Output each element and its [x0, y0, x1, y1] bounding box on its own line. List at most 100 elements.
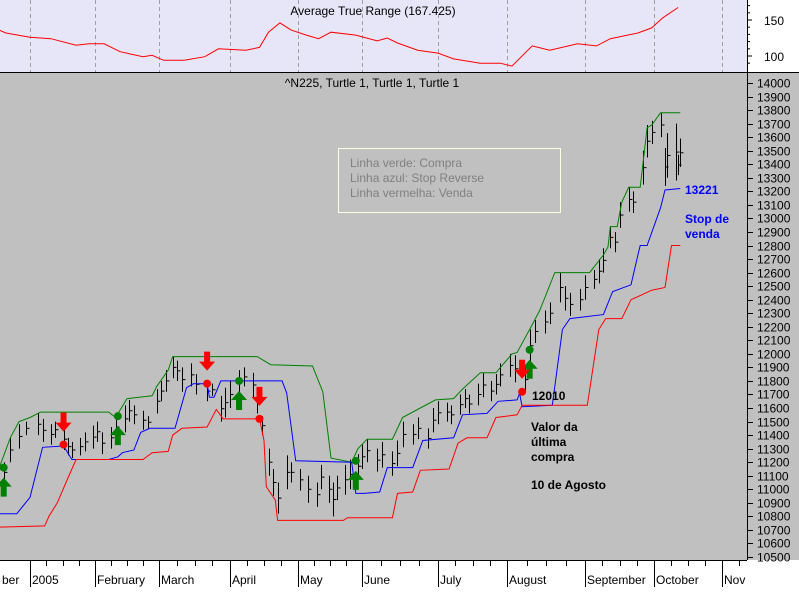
x-axis-bg	[0, 560, 799, 587]
sell-arrow-down-icon	[55, 412, 72, 432]
last-buy-date: 10 de Agosto	[531, 478, 606, 492]
x-tick-label: Nov	[724, 573, 745, 587]
sell-channel-line	[0, 245, 681, 528]
x-tick-label: June	[364, 573, 390, 587]
last-buy-line-2: última	[531, 435, 567, 449]
price-y-tick-label: 11600	[757, 402, 790, 416]
price-y-tick-label: 10800	[757, 510, 791, 524]
buy-arrow-up-icon	[231, 390, 248, 410]
price-y-tick-label: 11900	[757, 361, 790, 375]
atr-series	[0, 7, 679, 67]
x-tick-label: March	[161, 573, 194, 587]
atr-y-tick-label: 150	[764, 14, 784, 28]
price-y-tick-label: 13800	[757, 104, 791, 118]
buy-channel-line	[0, 112, 681, 468]
price-y-tick-label: 13700	[757, 118, 791, 132]
buy-arrow-up-icon	[347, 470, 364, 490]
price-y-tick-label: 13500	[757, 145, 791, 159]
price-y-tick-label: 12800	[757, 240, 791, 254]
atr-axis-bg	[747, 0, 799, 72]
price-y-tick-label: 12300	[757, 307, 791, 321]
x-tick-label: April	[232, 573, 256, 587]
buy-arrow-up-icon	[521, 359, 538, 379]
price-y-tick-label: 10700	[757, 524, 791, 538]
price-y-tick-label: 12900	[757, 226, 791, 240]
sell-arrow-down-icon	[514, 359, 531, 379]
stop-annotation: 13221 Stop de venda	[685, 183, 729, 241]
price-y-tick-label: 11400	[757, 429, 790, 443]
x-tick-label: July	[440, 573, 461, 587]
x-tick-label: ber	[2, 573, 19, 587]
price-y-tick-label: 11300	[757, 443, 790, 457]
buy-signal-dot	[113, 412, 122, 421]
atr-y-axis: 100 150	[747, 5, 784, 64]
price-y-tick-label: 13900	[757, 91, 791, 105]
price-y-tick-label: 11100	[757, 470, 789, 484]
x-axis: ber 2005 February March April May June July Augu…	[2, 560, 745, 587]
last-buy-line-1: Valor da	[531, 420, 578, 434]
stop-line-1: Stop de	[685, 212, 729, 226]
price-y-tick-label: 12100	[757, 334, 791, 348]
last-buy-annotation: 12010 Valor da última compra 10 de Agost…	[531, 389, 606, 492]
price-y-tick-label: 12700	[757, 253, 791, 267]
atr-gridlines	[30, 0, 723, 72]
x-tick-label: October	[656, 573, 699, 587]
sell-arrow-down-icon	[199, 351, 216, 371]
stop-value: 13221	[685, 183, 719, 197]
price-y-tick-label: 13000	[757, 212, 791, 226]
buy-arrow-up-icon	[0, 477, 12, 497]
buy-signal-dot	[351, 456, 360, 465]
stop-reverse-line	[0, 188, 681, 515]
x-tick-label: February	[97, 573, 145, 587]
x-tick-label: May	[300, 573, 323, 587]
x-tick-label: August	[509, 573, 547, 587]
x-tick-label: September	[587, 573, 646, 587]
buy-signal-dot	[235, 376, 244, 385]
atr-title: Average True Range (167.425)	[290, 4, 455, 18]
last-buy-line-3: compra	[531, 450, 575, 464]
legend-entry-buy: Linha verde: Compra	[350, 156, 462, 170]
price-y-tick-label: 10900	[757, 497, 791, 511]
price-y-tick-label: 11500	[757, 416, 790, 430]
buy-signal-dot	[525, 345, 534, 354]
sell-signal-dot	[518, 387, 527, 396]
price-y-tick-label: 11000	[757, 483, 790, 497]
buy-signal-dot	[0, 463, 8, 472]
atr-y-tick-label: 100	[764, 50, 784, 64]
price-y-tick-label: 12600	[757, 267, 791, 281]
price-chart-title: ^N225, Turtle 1, Turtle 1, Turtle 1	[285, 76, 460, 90]
legend-entry-stop: Linha azul: Stop Reverse	[350, 171, 484, 185]
x-tick-label: 2005	[32, 573, 59, 587]
atr-line	[0, 7, 679, 67]
channel-lines	[0, 112, 681, 528]
price-y-tick-label: 11700	[757, 388, 790, 402]
stop-line-2: venda	[685, 227, 720, 241]
price-y-tick-label: 11800	[757, 375, 790, 389]
signal-markers	[0, 345, 538, 497]
price-y-tick-label: 12200	[757, 321, 791, 335]
price-y-tick-label: 13600	[757, 131, 791, 145]
price-bars	[4, 112, 684, 517]
price-y-tick-label: 13100	[757, 199, 791, 213]
sell-arrow-down-icon	[251, 386, 268, 406]
price-y-tick-label: 14000	[757, 77, 791, 91]
price-y-tick-label: 10500	[757, 551, 791, 565]
buy-arrow-up-icon	[109, 426, 126, 446]
price-y-tick-label: 11200	[757, 456, 790, 470]
legend-box: Linha verde: Compra Linha azul: Stop Rev…	[338, 148, 561, 213]
price-panel-bg	[0, 73, 799, 560]
sell-signal-dot	[255, 414, 264, 423]
price-y-tick-label: 12400	[757, 294, 791, 308]
price-y-tick-label: 12500	[757, 280, 791, 294]
sell-signal-dot	[59, 440, 68, 449]
legend-entry-sell: Linha vermelha: Venda	[350, 186, 473, 200]
price-y-tick-label: 13400	[757, 158, 791, 172]
sell-signal-dot	[203, 379, 212, 388]
price-y-tick-label: 10600	[757, 537, 791, 551]
price-y-tick-label: 13200	[757, 185, 791, 199]
price-y-tick-label: 12000	[757, 348, 791, 362]
last-buy-value: 12010	[532, 389, 566, 403]
price-y-axis: 1050010600107001080010900110001110011200…	[747, 77, 791, 565]
price-y-tick-label: 13300	[757, 172, 791, 186]
